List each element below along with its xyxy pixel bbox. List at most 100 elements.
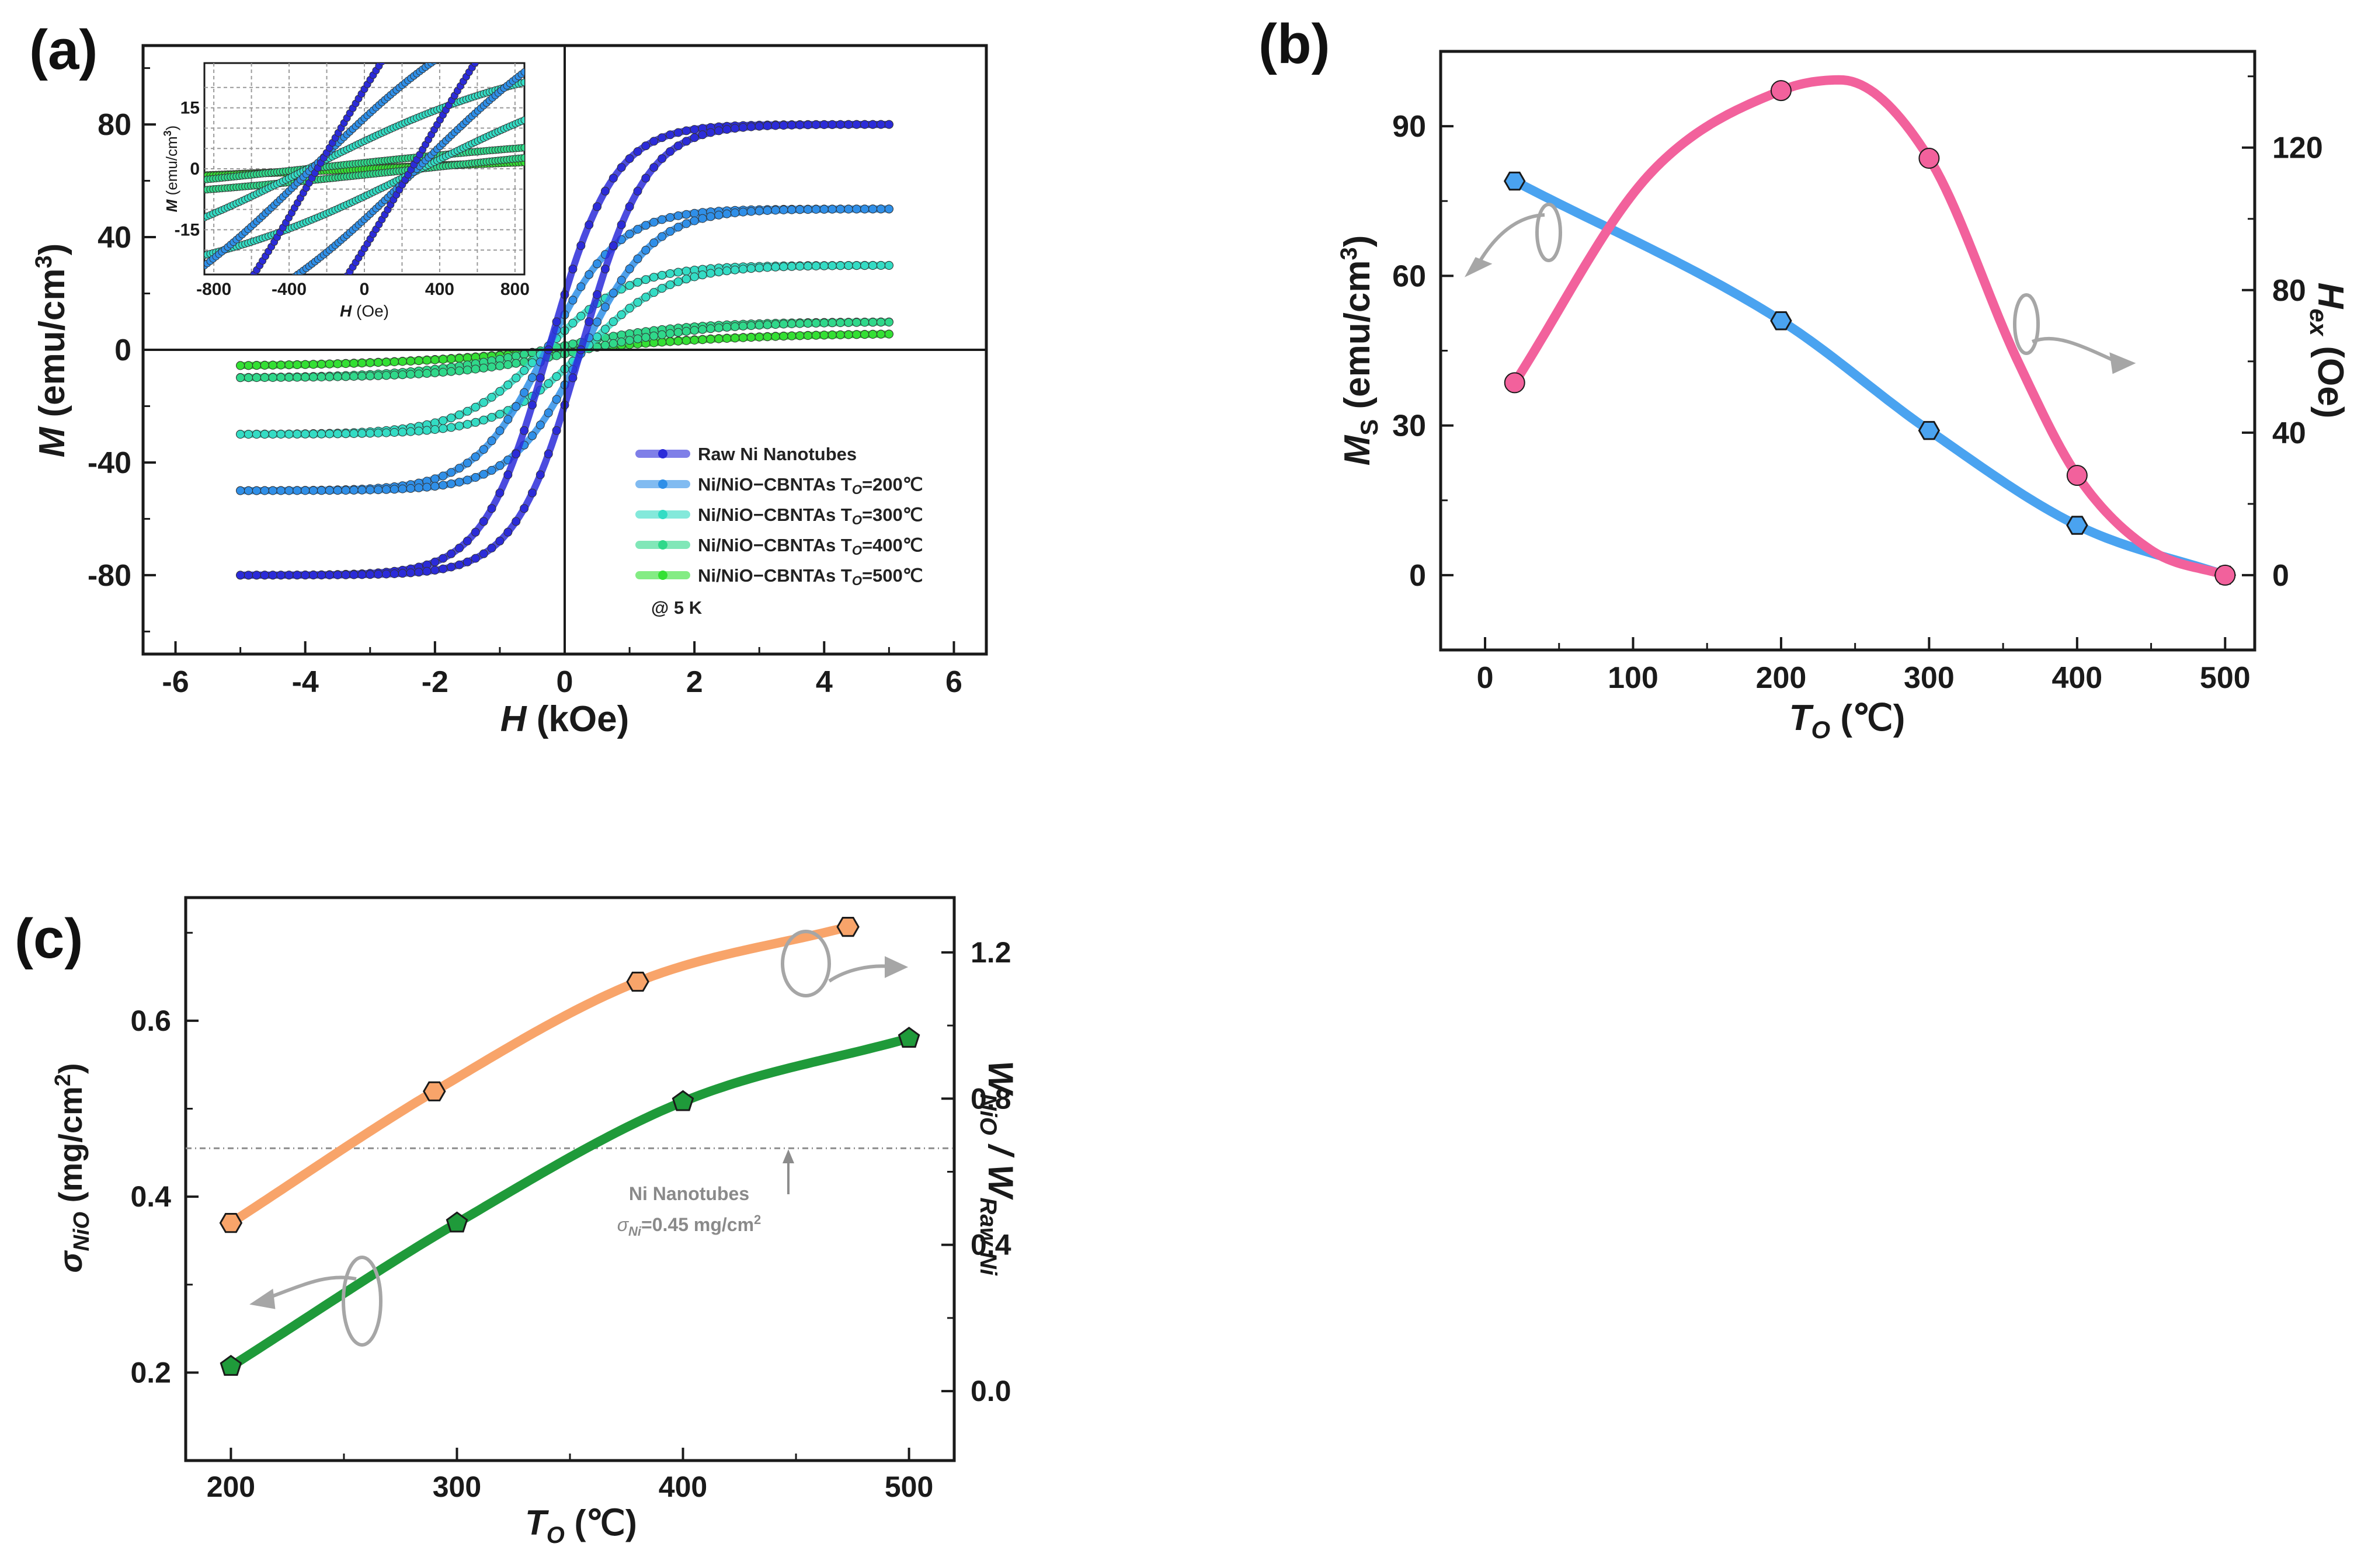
data-point [471, 452, 480, 461]
data-point [608, 317, 618, 326]
data-point [398, 484, 407, 493]
data-point [641, 173, 651, 183]
data-point [341, 359, 350, 368]
series-line [226, 1034, 914, 1371]
data-point [698, 130, 707, 140]
zero-lines-a [143, 46, 986, 654]
x-tick-label: -6 [162, 665, 189, 699]
data-point [593, 259, 601, 269]
data-point [877, 120, 885, 129]
data-point [495, 20, 502, 27]
data-point [207, 422, 214, 429]
data-point [568, 295, 578, 305]
data-point [585, 317, 594, 326]
data-point [309, 429, 318, 439]
data-point [641, 333, 651, 342]
data-point [215, 416, 222, 423]
data-point [230, 301, 237, 308]
data-point [366, 429, 375, 438]
inset-x-tick-label: -800 [196, 280, 231, 299]
data-point [248, 276, 255, 283]
data-point [201, 426, 208, 433]
data-point [877, 204, 885, 214]
data-point [366, 485, 375, 495]
data-point [868, 261, 878, 270]
data-point [406, 568, 415, 578]
data-point [447, 479, 456, 488]
data-point [617, 338, 626, 346]
data-point [227, 305, 234, 312]
reference-arrow-head [783, 1149, 794, 1163]
data-point [406, 427, 415, 436]
data-point [666, 329, 674, 338]
y-right-axis-title-c: WNiO / WRaw Ni [975, 1061, 1020, 1276]
x-tick-label: 2 [686, 665, 703, 699]
data-point [341, 486, 350, 495]
data-point [487, 413, 496, 422]
data-point [374, 371, 383, 380]
data-point [658, 154, 667, 164]
y-left-axis-title-b: MS (emu/cm3) [1336, 235, 1383, 466]
data-point [374, 569, 383, 579]
data-point [224, 312, 231, 319]
legend-marker [658, 449, 667, 458]
data-point [414, 568, 423, 577]
data-point [447, 423, 456, 432]
data-point [349, 570, 359, 579]
data-point [256, 295, 263, 303]
y-left-axis-title-c: σNiO (mg/cm2) [51, 1063, 94, 1273]
y-left-tick-labels-c: 0.2 0.4 0.6 [130, 1004, 171, 1389]
data-point [398, 370, 407, 380]
data-point [608, 288, 618, 298]
data-point [666, 269, 674, 278]
data-point [746, 122, 756, 131]
data-point [512, 517, 521, 526]
arrow-path [2031, 336, 2121, 365]
data-point [455, 354, 464, 363]
data-point [520, 68, 524, 76]
reference-note-line2: σNi=0.45 mg/cm2 [617, 1212, 761, 1239]
series-lines-b [1510, 75, 2230, 580]
data-point [398, 569, 407, 578]
y-right-tick-label: 0.4 [971, 1229, 1011, 1261]
y-left-tick-label: 30 [1392, 409, 1426, 443]
data-point [779, 332, 788, 341]
data-point [827, 318, 837, 328]
data-point [487, 363, 496, 371]
data-point [325, 571, 334, 580]
data-point [414, 369, 423, 378]
data-point [314, 315, 321, 322]
legend-marker [658, 479, 667, 489]
data-point [486, 24, 493, 31]
data-point [439, 554, 448, 563]
ellipse-marker [781, 930, 831, 997]
data-point [658, 270, 667, 280]
series-line [1510, 75, 2230, 580]
data-point [204, 321, 211, 328]
data-point [311, 319, 318, 326]
data-point [252, 486, 261, 495]
data-point [495, 409, 505, 419]
inset-x-tick-label: -400 [272, 280, 307, 299]
data-point [877, 318, 885, 327]
data-point [309, 373, 318, 382]
data-point [439, 424, 448, 433]
data-point [293, 429, 302, 439]
data-point [468, 33, 475, 40]
data-point [440, 51, 447, 58]
data-point [827, 331, 837, 340]
y-axis-close: ) [32, 244, 72, 256]
data-point [414, 356, 423, 366]
data-point [341, 429, 350, 439]
data-point [495, 461, 505, 470]
data-point [884, 261, 893, 270]
data-point [690, 125, 699, 134]
y-left-tick-label: 0.4 [130, 1180, 171, 1213]
data-point [349, 485, 359, 495]
data-point [722, 209, 732, 218]
data-point [600, 340, 610, 350]
axis-pointer-left-b [1464, 203, 1562, 277]
data-point [422, 0, 429, 4]
data-point [357, 485, 367, 495]
data-point [739, 333, 747, 342]
